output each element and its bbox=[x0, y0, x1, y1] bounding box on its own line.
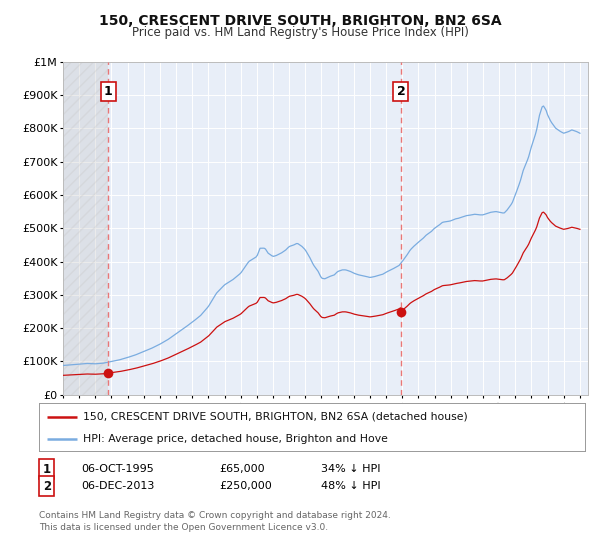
Text: Price paid vs. HM Land Registry's House Price Index (HPI): Price paid vs. HM Land Registry's House … bbox=[131, 26, 469, 39]
Text: £250,000: £250,000 bbox=[219, 481, 272, 491]
Text: 150, CRESCENT DRIVE SOUTH, BRIGHTON, BN2 6SA (detached house): 150, CRESCENT DRIVE SOUTH, BRIGHTON, BN2… bbox=[83, 412, 467, 422]
Text: 1: 1 bbox=[104, 85, 112, 98]
Text: 2: 2 bbox=[43, 479, 51, 493]
Text: £65,000: £65,000 bbox=[219, 464, 265, 474]
Text: 1: 1 bbox=[43, 463, 51, 476]
Text: HPI: Average price, detached house, Brighton and Hove: HPI: Average price, detached house, Brig… bbox=[83, 434, 388, 444]
Text: 2: 2 bbox=[397, 85, 406, 98]
Text: 34% ↓ HPI: 34% ↓ HPI bbox=[321, 464, 380, 474]
Bar bbox=[63, 62, 108, 395]
Text: 06-DEC-2013: 06-DEC-2013 bbox=[81, 481, 154, 491]
Text: 150, CRESCENT DRIVE SOUTH, BRIGHTON, BN2 6SA: 150, CRESCENT DRIVE SOUTH, BRIGHTON, BN2… bbox=[98, 14, 502, 28]
Text: 06-OCT-1995: 06-OCT-1995 bbox=[81, 464, 154, 474]
Text: Contains HM Land Registry data © Crown copyright and database right 2024.
This d: Contains HM Land Registry data © Crown c… bbox=[39, 511, 391, 531]
Text: 48% ↓ HPI: 48% ↓ HPI bbox=[321, 481, 380, 491]
